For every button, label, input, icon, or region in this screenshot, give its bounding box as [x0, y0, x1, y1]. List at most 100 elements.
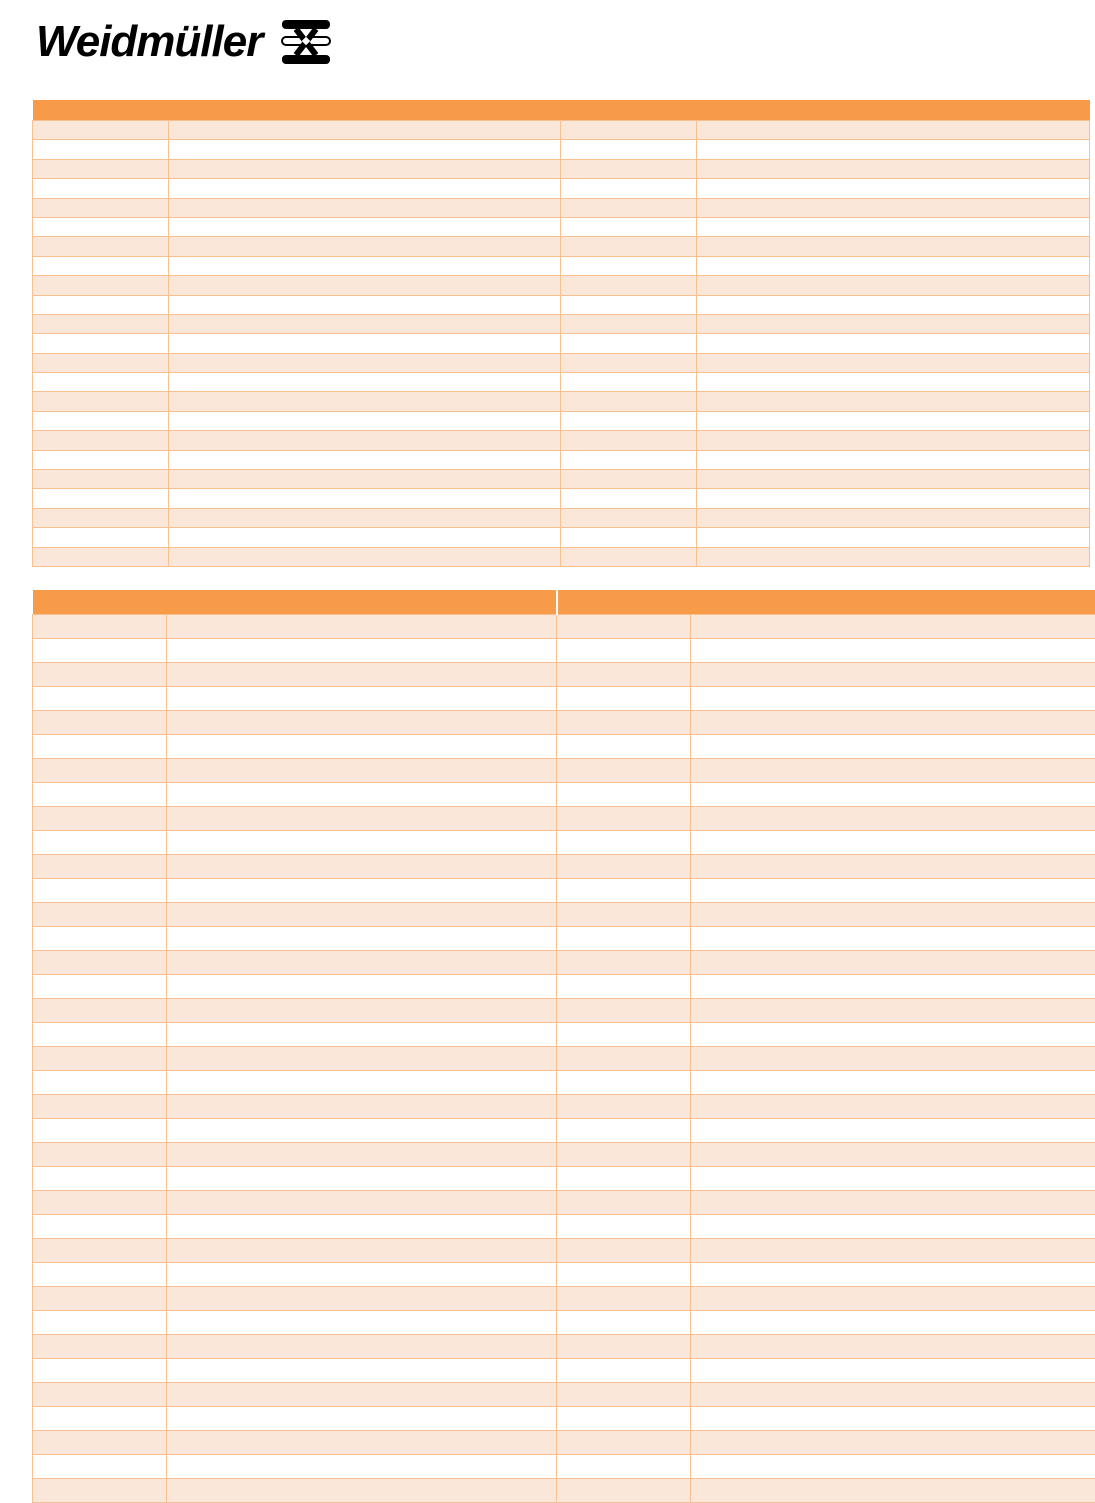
table-cell [690, 1190, 1095, 1215]
table-cell [166, 1214, 557, 1239]
table-cell [556, 1334, 691, 1359]
table-2-header [32, 590, 1095, 615]
table-row [32, 854, 1095, 879]
table-row [32, 638, 1095, 663]
table-cell [696, 333, 1090, 354]
table-cell [696, 449, 1090, 471]
table-cell [696, 139, 1090, 160]
table-cell [690, 1286, 1095, 1311]
table-cell [166, 1286, 557, 1311]
table-cell [690, 1070, 1095, 1095]
table-cell [166, 1118, 557, 1143]
table-cell [556, 638, 691, 663]
table-cell [556, 1382, 691, 1407]
table-cell [32, 734, 167, 759]
table-row [32, 139, 1090, 160]
table-cell [690, 758, 1095, 783]
table-cell [690, 1046, 1095, 1071]
table-cell [690, 662, 1095, 687]
table-cell [560, 119, 697, 141]
table-cell [690, 878, 1095, 903]
table-cell [556, 806, 691, 831]
table-cell [168, 294, 561, 315]
logo-symbol-icon [281, 20, 332, 64]
table-cell [560, 313, 697, 335]
table-cell [32, 1046, 167, 1071]
table-cell [556, 686, 691, 711]
table-row [32, 1358, 1095, 1383]
table-cell [556, 710, 691, 735]
table-cell [556, 902, 691, 927]
table-cell [166, 662, 557, 687]
table-row [32, 1022, 1095, 1047]
table-row [32, 1430, 1095, 1455]
table-row [32, 469, 1090, 490]
table-cell [690, 1118, 1095, 1143]
table-cell [166, 926, 557, 951]
table-cell [32, 372, 169, 393]
table-cell [166, 1190, 557, 1215]
table-cell [32, 275, 169, 296]
table-cell [168, 275, 561, 296]
table-cell [168, 119, 561, 141]
table-cell [32, 1406, 167, 1431]
table-cell [556, 1166, 691, 1191]
table-cell [690, 1142, 1095, 1167]
table-cell [690, 734, 1095, 759]
table-cell [696, 546, 1090, 567]
table-cell [32, 638, 167, 663]
table-cell [690, 854, 1095, 879]
table-cell [168, 236, 561, 257]
table-cell [696, 197, 1090, 218]
table-cell [32, 255, 169, 277]
table-cell [690, 1310, 1095, 1335]
table-cell [560, 178, 697, 199]
table-cell [32, 902, 167, 927]
table-cell [166, 878, 557, 903]
table-cell [556, 1406, 691, 1431]
table-cell [166, 1478, 557, 1503]
table-cell [32, 430, 169, 451]
table-row [32, 1382, 1095, 1407]
table-cell [32, 1142, 167, 1167]
table-cell [560, 430, 697, 451]
table-row [32, 449, 1090, 471]
table-cell [560, 527, 697, 548]
table-cell [696, 488, 1090, 509]
table-cell [168, 313, 561, 335]
table-cell [166, 734, 557, 759]
table-row [32, 830, 1095, 855]
table-cell [32, 806, 167, 831]
table-cell [32, 1430, 167, 1455]
table-row [32, 158, 1090, 180]
table-cell [168, 216, 561, 238]
table-cell [168, 410, 561, 432]
logo-wordmark: Weidmüller [36, 17, 263, 66]
table-cell [560, 333, 697, 354]
table-cell [32, 139, 169, 160]
table-cell [32, 1022, 167, 1047]
table-cell [32, 197, 169, 218]
table-cell [690, 710, 1095, 735]
table-cell [32, 1214, 167, 1239]
table-cell [560, 294, 697, 315]
table-cell [696, 430, 1090, 451]
table-row [32, 255, 1090, 277]
table-row [32, 178, 1090, 199]
table-row [32, 1334, 1095, 1359]
table-row [32, 527, 1090, 548]
table-row [32, 333, 1090, 354]
table-row [32, 998, 1095, 1023]
table-cell [560, 197, 697, 218]
table-row [32, 216, 1090, 238]
table-cell [690, 974, 1095, 999]
table-cell [166, 1310, 557, 1335]
table-cell [560, 410, 697, 432]
table-cell [690, 926, 1095, 951]
table-cell [696, 119, 1090, 141]
table-cell [560, 507, 697, 529]
table-cell [560, 158, 697, 180]
table-row [32, 686, 1095, 711]
table-row [32, 372, 1090, 393]
table-cell [560, 255, 697, 277]
